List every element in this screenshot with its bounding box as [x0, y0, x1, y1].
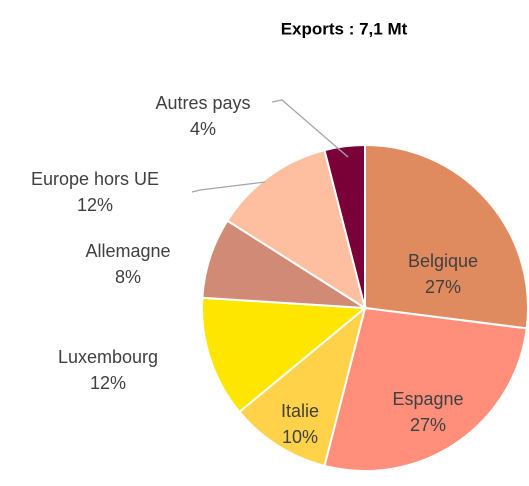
slice-value-label: 12% [77, 195, 113, 215]
pie-slice [201, 296, 368, 414]
slice-label: Luxembourg [58, 347, 158, 367]
pie-slice [225, 148, 367, 311]
leader-line [191, 181, 266, 193]
leader-line [271, 99, 349, 158]
slice-label: Italie [281, 401, 319, 421]
slice-value-label: 27% [410, 415, 446, 435]
slice-value-label: 8% [115, 267, 141, 287]
pie-slice [237, 305, 367, 468]
slice-label: Europe hors UE [31, 169, 159, 189]
chart-title: Exports : 7,1 Mt [281, 19, 408, 38]
slice-label: Belgique [408, 251, 478, 271]
pie-slice [364, 143, 529, 330]
slice-value-label: 12% [90, 373, 126, 393]
slice-label: Espagne [392, 389, 463, 409]
slice-label: Autres pays [155, 93, 250, 113]
slice-label: Allemagne [85, 241, 170, 261]
pie-slice [323, 143, 366, 309]
slice-value-label: 27% [425, 277, 461, 297]
slice-value-label: 10% [282, 427, 318, 447]
slice-value-label: 4% [190, 119, 216, 139]
pie-slice [323, 306, 528, 472]
